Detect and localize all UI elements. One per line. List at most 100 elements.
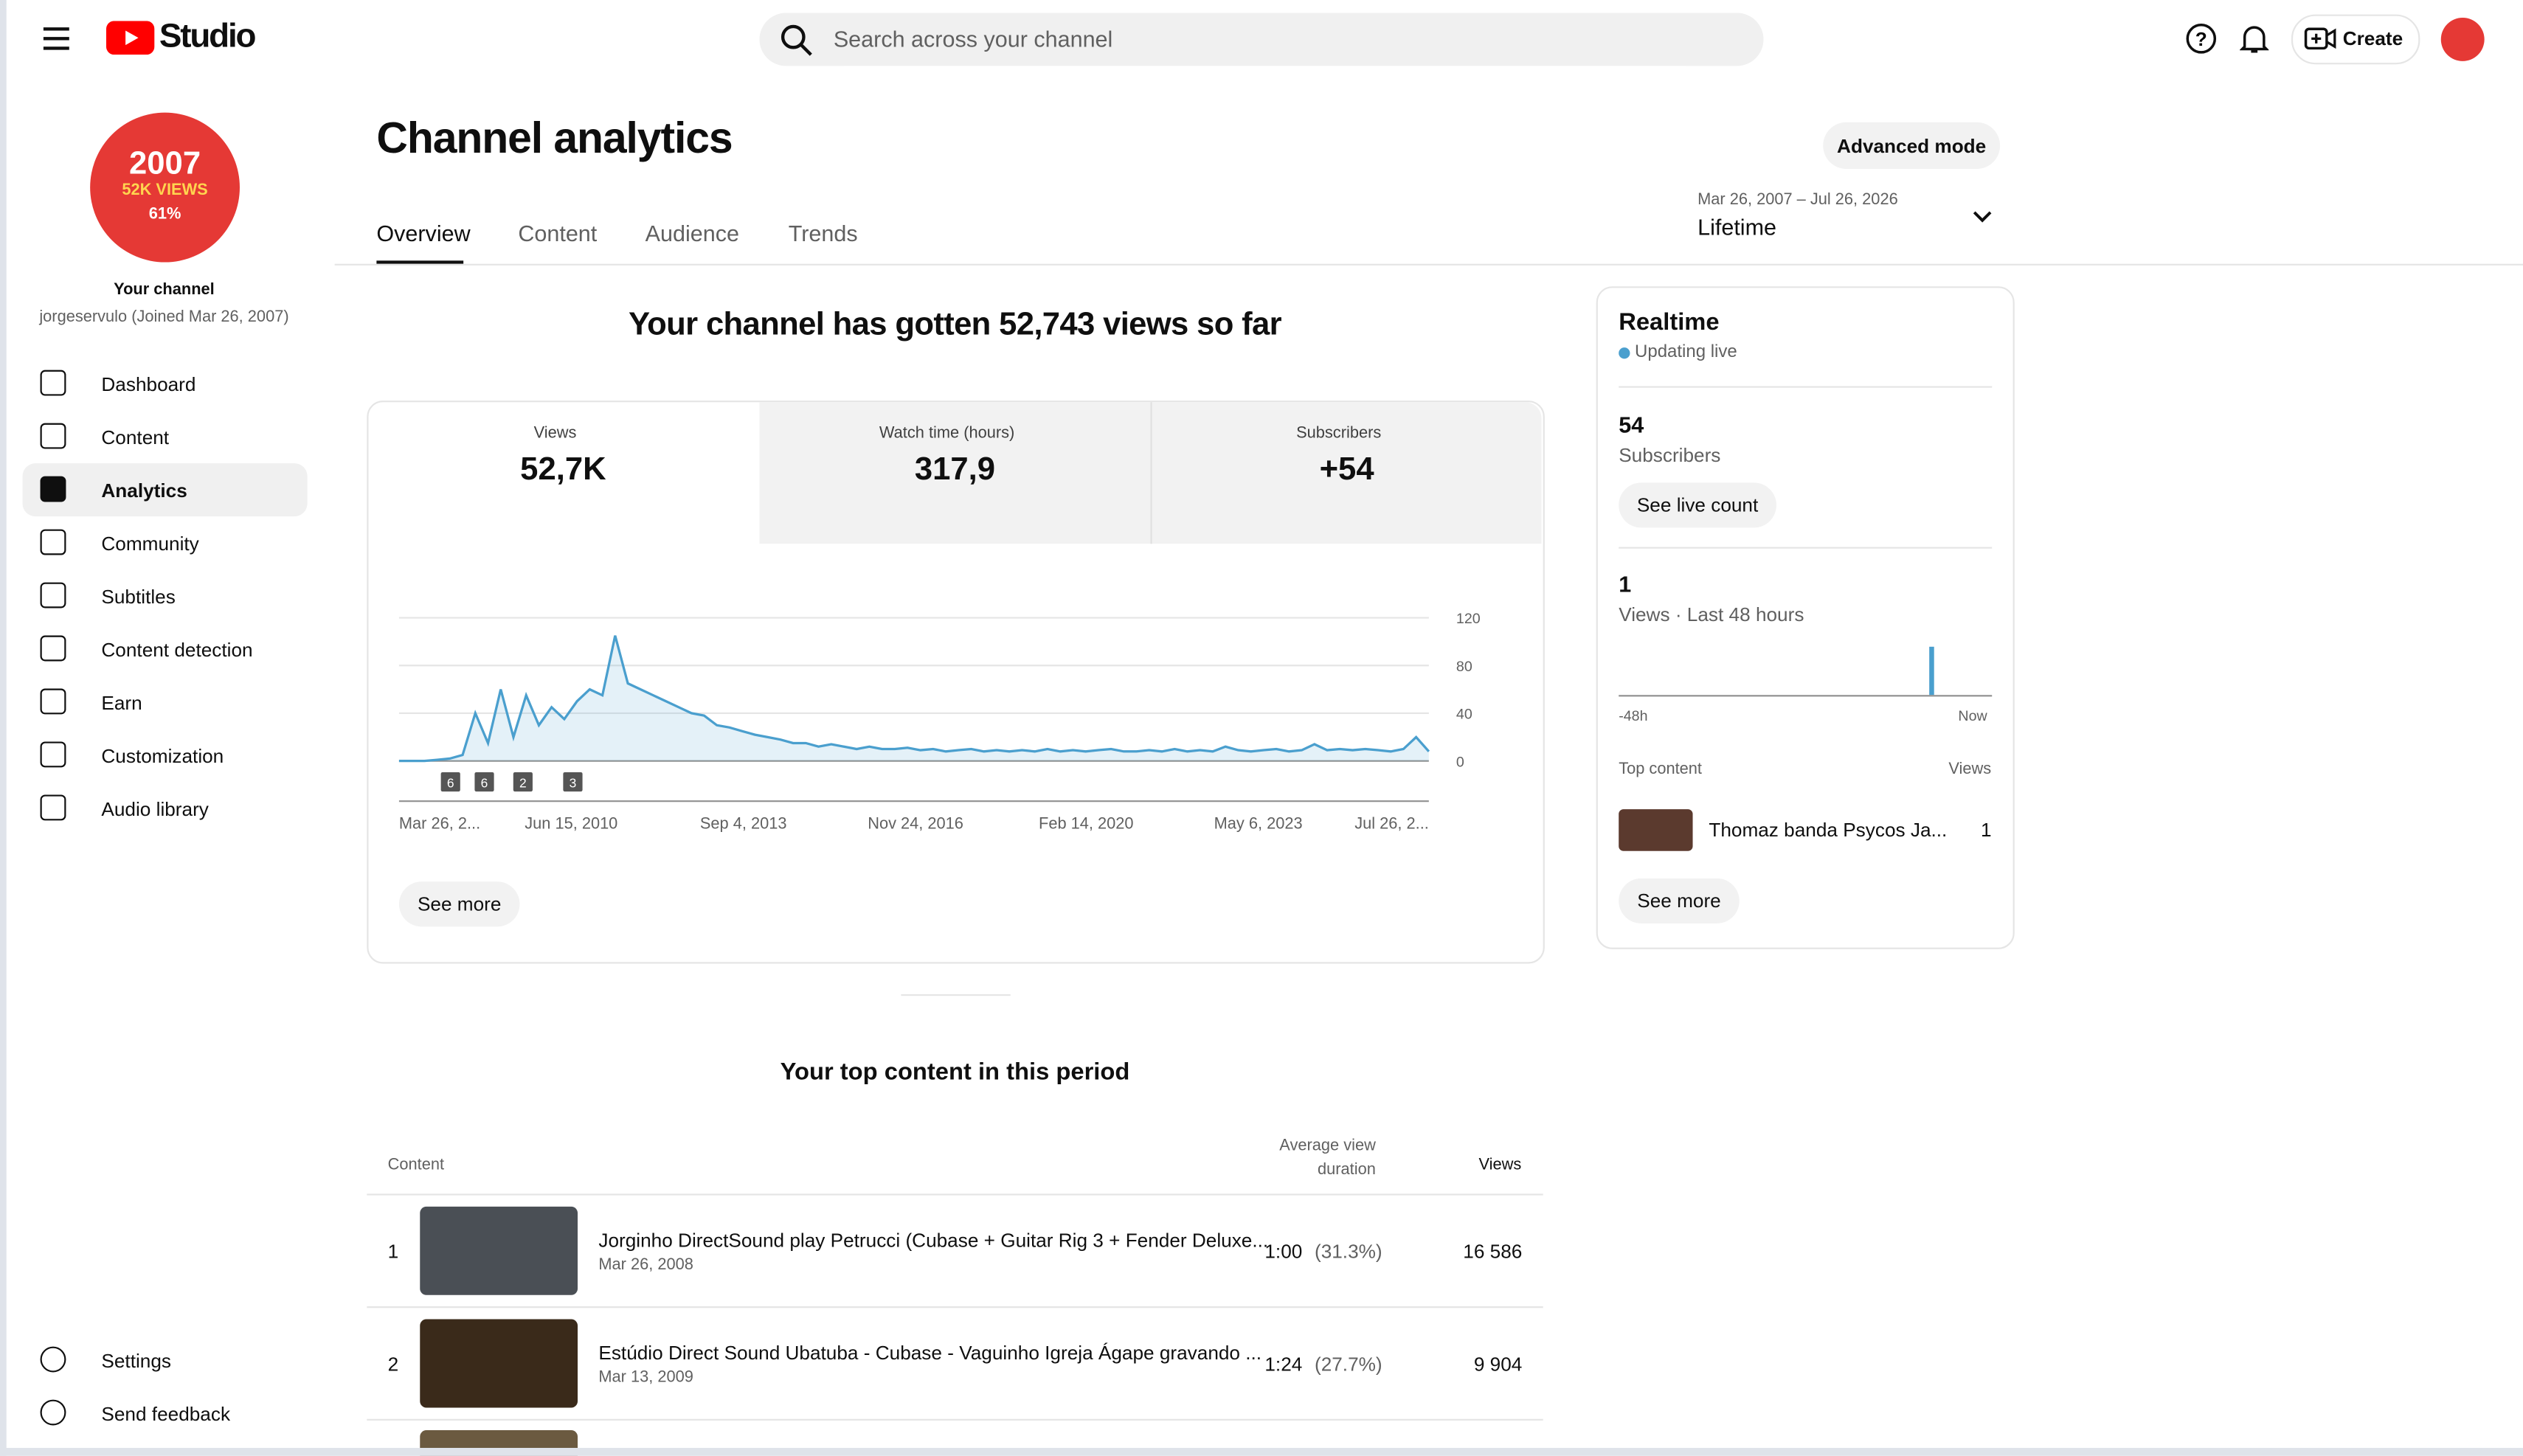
tab[interactable]: Content [518,220,598,246]
realtime-title: Realtime [1619,308,1720,336]
tab[interactable]: Trends [788,220,858,246]
window-edge [0,0,7,1456]
views-count: 1 [1619,571,1632,597]
see-more-button[interactable]: See more [1619,878,1740,923]
search-icon [781,24,812,56]
nav-icon[interactable] [40,529,66,555]
nav-icon[interactable] [40,794,66,821]
nav-icon[interactable] [40,741,66,768]
thumbnail[interactable] [420,1206,578,1295]
annotation-marker [474,772,494,792]
channel-label: Your channel [114,281,215,299]
tab[interactable]: Overview [376,220,471,246]
axis-label: -48h [1619,707,1648,724]
divider [334,263,2523,266]
divider [1619,386,1993,388]
nav-item[interactable]: Customization [101,744,224,768]
duration-percent: (27.7%) [1314,1353,1382,1376]
tab[interactable]: Audience [645,220,739,246]
column-header: Average view duration [1279,1137,1376,1179]
video-title[interactable]: Jorginho DirectSound play Petrucci (Cuba… [598,1229,1269,1252]
views: 16 586 [1463,1240,1523,1263]
metric-label[interactable]: Watch time (hours) [879,424,1015,443]
window-edge [0,1448,2523,1456]
period[interactable]: Lifetime [1697,214,1777,240]
column-header[interactable]: Views [1478,1157,1522,1175]
nav-item[interactable]: Subtitles [101,585,176,609]
avatar-text: 61% [148,206,181,224]
metric-label[interactable]: Subscribers [1296,424,1382,443]
duration: 1:00 [1264,1240,1303,1263]
nav-icon[interactable] [40,370,66,396]
annotation-label: 3 [570,776,577,791]
nav-item[interactable]: Send feedback [101,1402,231,1426]
dropdown-icon[interactable] [1971,209,1994,226]
date-range[interactable]: Mar 26, 2007 – Jul 26, 2026 [1697,191,1898,209]
account-avatar[interactable] [2440,17,2485,61]
nav-item[interactable]: Community [101,532,199,555]
nav-item[interactable]: Audio library [101,797,209,821]
metric-value[interactable]: 52,7K [520,451,606,488]
views-label: Views · Last 48 hours [1619,603,1804,626]
top-content-label: Top content [1619,760,1703,779]
logo-text[interactable]: Studio [159,17,257,55]
help-icon[interactable]: ? [2185,23,2218,55]
channel-avatar[interactable] [90,112,240,263]
video-date: Mar 26, 2008 [598,1256,693,1275]
nav-item[interactable]: Dashboard [101,373,196,396]
top-content-title[interactable]: Thomaz banda Psycos Ja... [1709,819,1948,842]
x-tick-label: Nov 24, 2016 [868,814,963,832]
nav-item[interactable]: Content detection [101,638,253,662]
nav-item[interactable]: Settings [101,1349,171,1373]
live-dot [1619,347,1630,359]
headline: Your channel has gotten 52,743 views so … [628,307,1282,343]
nav-icon[interactable] [40,635,66,662]
annotation-marker [513,772,533,792]
video-title[interactable]: Estúdio Direct Sound Ubatuba - Cubase - … [598,1342,1262,1365]
nav-icon[interactable] [40,476,66,502]
x-tick-label: Mar 26, 2... [399,814,480,832]
nav-icon[interactable] [40,423,66,449]
nav-icon[interactable] [40,1399,66,1426]
y-tick-label: 80 [1456,659,1472,675]
search-box[interactable] [759,13,1764,66]
create-button[interactable] [2291,14,2420,65]
y-tick-label: 0 [1456,754,1464,770]
nav-icon[interactable] [40,688,66,715]
live-count-button[interactable]: See live count [1619,482,1776,528]
nav-icon[interactable] [40,1346,66,1373]
metric-label[interactable]: Views [533,424,577,443]
x-tick-label: Sep 4, 2013 [700,814,787,832]
metric-value[interactable]: 317,9 [914,451,996,488]
x-tick-label: Jun 15, 2010 [525,814,617,832]
nav-item[interactable]: Content [101,426,170,449]
menu-icon[interactable] [42,26,71,52]
y-tick-label: 40 [1456,707,1472,723]
divider [901,994,1011,996]
thumbnail[interactable] [1619,809,1693,851]
views-header: Views [1948,760,1992,779]
column-header: Content [387,1157,445,1175]
thumbnail[interactable] [420,1319,578,1408]
notifications-icon[interactable] [2240,23,2269,55]
nav-item[interactable]: Analytics [101,479,187,502]
x-tick-label: Jul 26, 2... [1354,814,1429,832]
views: 9 904 [1473,1353,1523,1376]
x-tick-label: Feb 14, 2020 [1039,814,1133,832]
annotation-marker [563,772,583,792]
realtime-status: Updating live [1635,342,1737,362]
realtime-card [1596,286,2015,949]
metrics-card [367,401,1545,964]
advanced-mode-button[interactable]: Advanced mode [1823,122,2001,170]
y-tick-label: 120 [1456,611,1481,627]
nav-item[interactable]: Earn [101,691,142,715]
avatar-text: 2007 [129,146,201,182]
realtime-axis [1619,695,1993,697]
nav-icon[interactable] [40,582,66,609]
annotation-marker [440,772,460,792]
divider [367,1193,1543,1196]
see-more-button[interactable]: See more [398,881,520,927]
nav-active [22,463,308,517]
metric-value[interactable]: +54 [1319,451,1374,488]
